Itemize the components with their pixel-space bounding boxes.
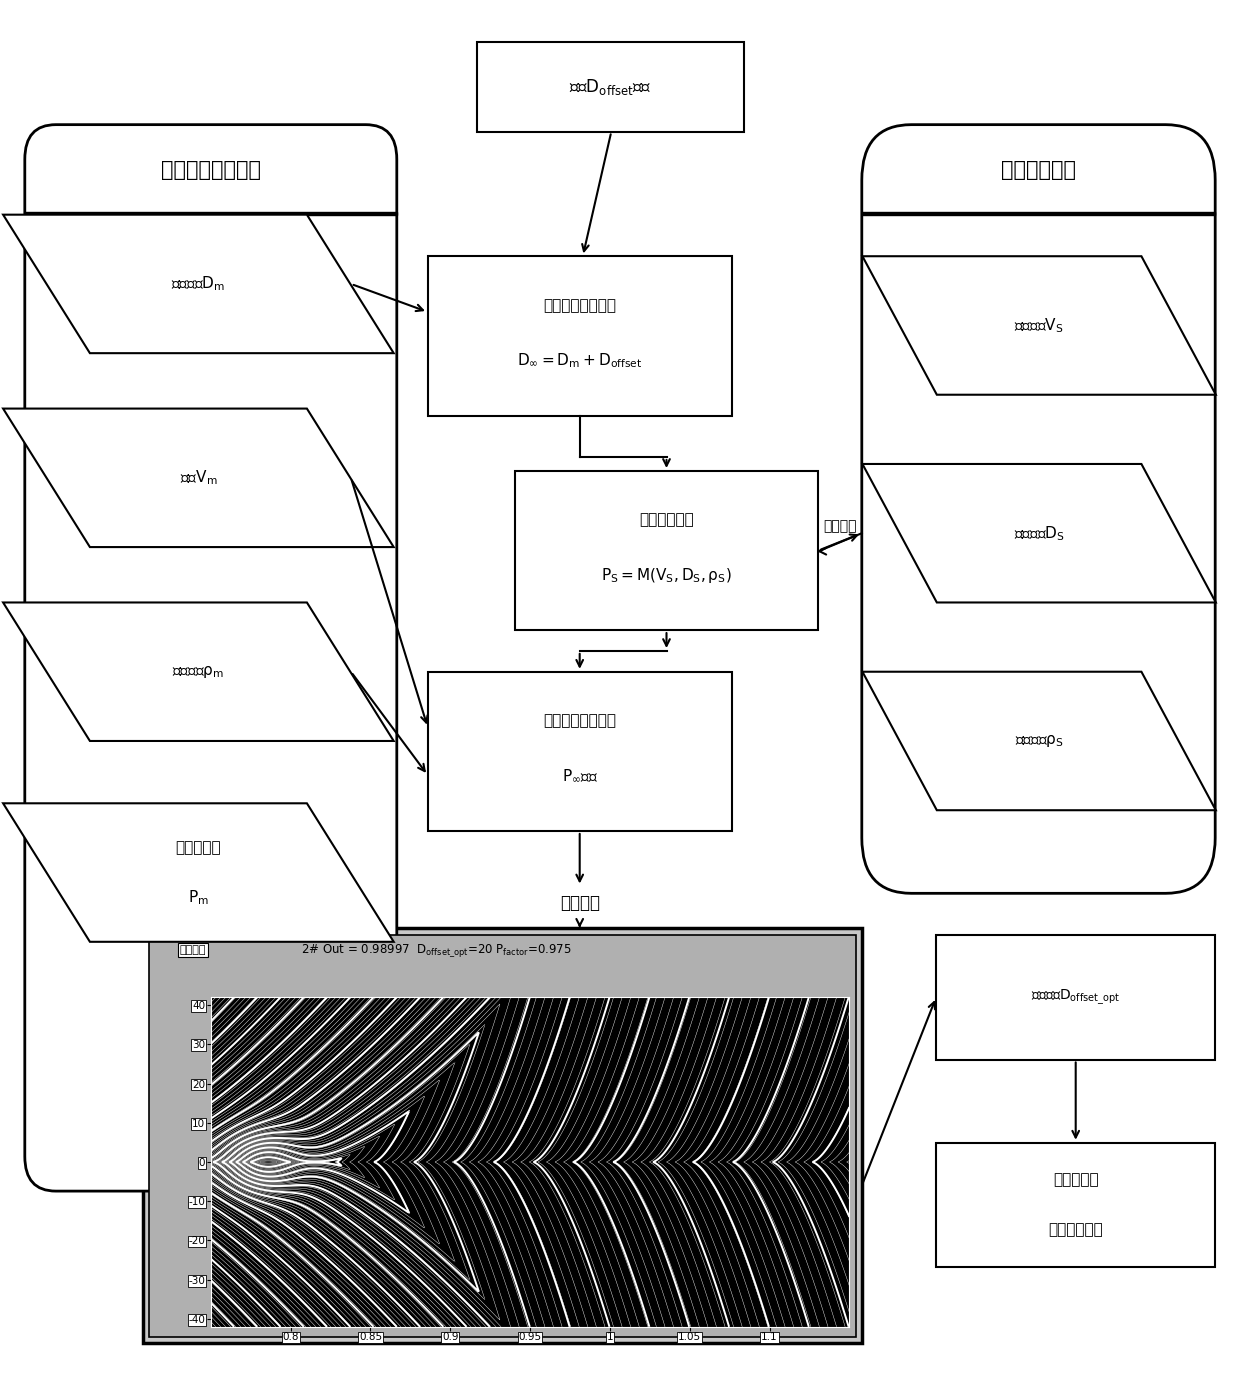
Bar — [149, 935, 856, 1337]
Bar — [862, 212, 1215, 215]
Polygon shape — [4, 803, 394, 942]
Text: 偏航补偿校准: 偏航补偿校准 — [1048, 1223, 1104, 1237]
Text: 风机控制器: 风机控制器 — [1053, 1173, 1099, 1187]
Bar — [477, 42, 744, 132]
Text: 初始$\mathrm{D_{offset}}$序列: 初始$\mathrm{D_{offset}}$序列 — [569, 76, 652, 97]
Bar — [936, 1143, 1215, 1267]
Bar — [143, 928, 862, 1343]
Bar — [25, 212, 397, 215]
Text: $\mathrm{P_m}$: $\mathrm{P_m}$ — [188, 888, 208, 907]
Text: 2# Out = 0.98997  $\mathrm{D_{offset\_opt}}$=20 $\mathrm{P_{factor}}$=0.975: 2# Out = 0.98997 $\mathrm{D_{offset\_opt… — [301, 942, 572, 958]
Polygon shape — [862, 464, 1215, 602]
Polygon shape — [862, 672, 1215, 810]
Bar — [515, 471, 818, 630]
Text: 空气密度$\mathrm{\rho_m}$: 空气密度$\mathrm{\rho_m}$ — [172, 663, 224, 680]
FancyBboxPatch shape — [862, 125, 1215, 893]
FancyBboxPatch shape — [25, 125, 397, 1191]
Text: 空气密度$\mathrm{\rho_S}$: 空气密度$\mathrm{\rho_S}$ — [1014, 733, 1064, 749]
Text: 求得最优$\mathrm{D_{offset\_opt}}$: 求得最优$\mathrm{D_{offset\_opt}}$ — [1032, 988, 1120, 1007]
Bar — [428, 256, 732, 416]
Text: $\mathrm{P_S=M(V_S,D_S,\rho_S)}$: $\mathrm{P_S=M(V_S,D_S,\rho_S)}$ — [601, 566, 732, 584]
Text: $\mathrm{P_{\infty}}$序列: $\mathrm{P_{\infty}}$序列 — [562, 769, 598, 784]
Text: 来流风向固定偏移: 来流风向固定偏移 — [543, 298, 616, 313]
Polygon shape — [4, 215, 394, 353]
Text: 风速序列$\mathrm{V_S}$: 风速序列$\mathrm{V_S}$ — [1014, 316, 1064, 335]
Text: 差值求得理论功率: 差值求得理论功率 — [543, 713, 616, 729]
Text: 发电机功率: 发电机功率 — [176, 841, 221, 855]
Polygon shape — [4, 602, 394, 741]
Text: 规模计算: 规模计算 — [823, 519, 857, 533]
Text: 处理后的风机数据: 处理后的风机数据 — [161, 161, 260, 180]
Text: $\mathrm{D_{\infty}=D_m+D_{offset}}$: $\mathrm{D_{\infty}=D_m+D_{offset}}$ — [517, 352, 642, 370]
Text: 机组编号: 机组编号 — [180, 945, 206, 956]
Polygon shape — [4, 409, 394, 547]
Bar — [428, 672, 732, 831]
Text: 风速$\mathrm{V_m}$: 风速$\mathrm{V_m}$ — [180, 468, 217, 488]
Text: 风向序列$\mathrm{D_S}$: 风向序列$\mathrm{D_S}$ — [1013, 524, 1065, 543]
Text: 实测风向$\mathrm{D_m}$: 实测风向$\mathrm{D_m}$ — [171, 274, 226, 294]
Text: 模型功率矩阵: 模型功率矩阵 — [639, 512, 694, 528]
Text: 风机仿真模型: 风机仿真模型 — [1001, 161, 1076, 180]
Bar — [936, 935, 1215, 1060]
Polygon shape — [862, 256, 1215, 395]
Text: 最优拟合: 最优拟合 — [559, 895, 600, 911]
